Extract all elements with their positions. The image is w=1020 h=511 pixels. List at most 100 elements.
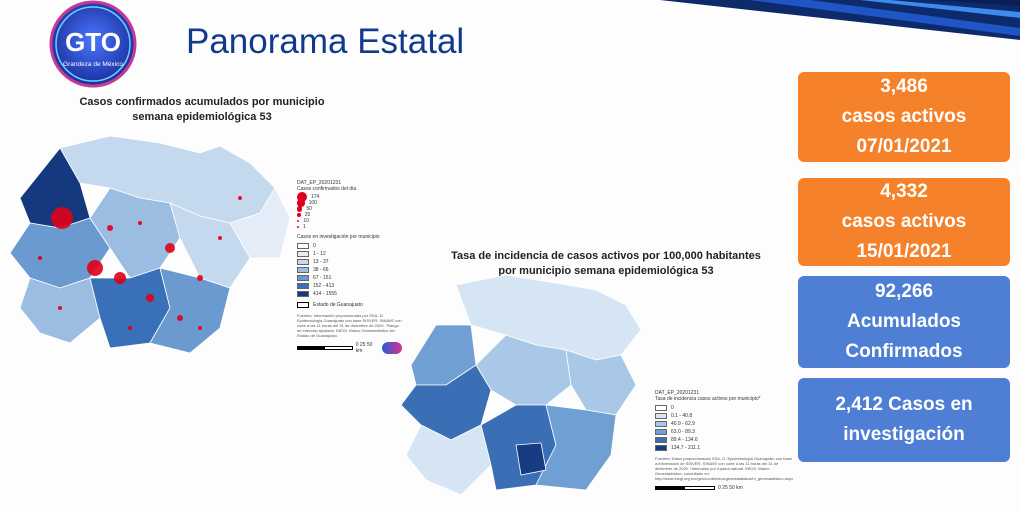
map1-legend-class-row: 152 - 413 xyxy=(297,282,402,290)
map1-legend-class-row: 414 - 1555 xyxy=(297,290,402,298)
stat-card-active-0701: 3,486 casos activos 07/01/2021 xyxy=(798,72,1010,162)
stat-card-label: investigación xyxy=(843,424,965,445)
region-center-east xyxy=(169,202,251,289)
map1-legend-circle xyxy=(297,206,303,212)
corner-stripes-decoration xyxy=(660,0,1020,40)
map1-legend-class-label: 67 - 151 xyxy=(313,275,332,281)
map2-legend-class-row: 40.9 - 62.9 xyxy=(655,420,795,428)
stat-card-value: 2,412 Casos en xyxy=(835,394,973,415)
map1-legend-circle-label: 50 xyxy=(306,206,312,212)
map1-legend-class-row: 1 - 12 xyxy=(297,250,402,258)
map2-legend-swatch xyxy=(655,445,667,451)
map1-legend-swatch xyxy=(297,283,309,289)
map2-legend-class-label: 134.7 - 211.1 xyxy=(671,445,701,451)
region-south-west xyxy=(19,277,101,344)
stat-card-investigation: 2,412 Casos en investigación xyxy=(798,378,1010,462)
stat-card-label: casos activos xyxy=(841,211,967,232)
page-title: Panorama Estatal xyxy=(186,22,465,61)
map1-title-line2: semana epidemiológica 53 xyxy=(132,111,272,123)
map1-legend-class-row: 0 xyxy=(297,242,402,250)
stat-card-value: 92,266 xyxy=(874,281,934,302)
map1-legend: DAT_EP_20201231 Casos confirmados del dí… xyxy=(297,180,402,354)
stat-card-value: 3,486 xyxy=(880,76,928,97)
map1-legend-circle-row: 25 xyxy=(297,212,402,218)
map2-legend-swatch xyxy=(655,405,667,411)
map1-legend-circle xyxy=(297,199,305,207)
map1-legend-circle xyxy=(297,226,299,228)
map1-sources: Fuentes: Información proporcionada por S… xyxy=(297,313,402,338)
map1-legend-circle-row: 174 xyxy=(297,192,402,202)
mini-logo xyxy=(381,342,402,354)
map2-legend-class-label: 0 xyxy=(671,405,674,411)
stat-card-value: 4,332 xyxy=(880,181,928,202)
map2-title-line1: Tasa de incidencia de casos activos por … xyxy=(451,250,761,262)
map1-legend-swatch xyxy=(297,243,309,249)
map2-legend-class-label: 40.9 - 62.9 xyxy=(671,421,695,427)
map2-legend-class-row: 0 xyxy=(655,404,795,412)
stat-card-date: 15/01/2021 xyxy=(856,241,952,262)
map2-legend-class-row: 0.1 - 40.8 xyxy=(655,412,795,420)
map2-legend-swatch xyxy=(655,421,667,427)
map1-legend-swatch xyxy=(297,275,309,281)
map1-legend-boundary: Estado de Guanajuato xyxy=(297,301,402,309)
stat-card-label-2: Confirmados xyxy=(845,341,963,362)
map1-legend-circle-label: 100 xyxy=(308,200,317,206)
map1-legend-swatch xyxy=(297,251,309,257)
map2-legend-class-row: 89.4 - 134.6 xyxy=(655,436,795,444)
map2-legend-swatch xyxy=(655,437,667,443)
map1-legend-swatch xyxy=(297,259,309,265)
map1-legend-class-row: 38 - 66 xyxy=(297,266,402,274)
map1-legend-circle-row: 100 xyxy=(297,199,402,207)
stat-card-accumulated: 92,266 Acumulados Confirmados xyxy=(798,276,1010,368)
map1-choropleth xyxy=(9,135,291,354)
map1-legend-class-label: 414 - 1555 xyxy=(313,291,337,297)
map1-legend-class-label: 13 - 37 xyxy=(313,259,329,265)
map2-choropleth xyxy=(400,275,642,496)
map1-scale-label: 0 25 50 km xyxy=(355,342,373,354)
map1-legend-classes: 0 1 - 12 13 - 37 38 - 66 67 - 151 152 - 413 41… xyxy=(297,242,402,298)
gto-logo: GTO Grandeza de México xyxy=(40,0,146,88)
map1-legend-circle-label: 174 xyxy=(311,194,320,200)
stat-card-active-1501: 4,332 casos activos 15/01/2021 xyxy=(798,178,1010,266)
map1-legend-class-label: 152 - 413 xyxy=(313,283,335,289)
map1-legend-boundary-label: Estado de Guanajuato xyxy=(313,302,363,308)
map1-scalebar: 0 25 50 km xyxy=(297,342,402,354)
map2-legend-dataset: DAT_EP_20201231 xyxy=(655,390,700,396)
map1-legend-circles: 174 100 50 25 10 1 xyxy=(297,192,402,230)
map1-legend-class-row: 13 - 37 xyxy=(297,258,402,266)
map1-legend-circles-title: Casos confirmados del día xyxy=(297,186,357,192)
map1-legend-circle-label: 1 xyxy=(303,224,306,230)
map2-sources: Fuentes: Datos proporcionados SSA- D. Ep… xyxy=(655,456,794,481)
map2-legend-class-label: 63.0 - 89.3 xyxy=(671,429,695,435)
region2-center-east xyxy=(565,349,637,416)
map2-title: Tasa de incidencia de casos activos por … xyxy=(396,249,816,279)
map2-legend-class-row: 134.7 - 211.1 xyxy=(655,444,795,452)
map1-legend-dataset: DAT_EP_20201231 xyxy=(297,180,342,186)
stat-card-date: 07/01/2021 xyxy=(856,136,952,157)
region2-hotspot xyxy=(515,442,547,476)
map2-legend-class-label: 0.1 - 40.8 xyxy=(671,413,693,419)
map1-title-line1: Casos confirmados acumulados por municip… xyxy=(79,96,325,108)
map1-legend-circle xyxy=(297,192,307,202)
stat-card-label: casos activos xyxy=(841,106,967,127)
map2-legend-swatch xyxy=(655,413,667,419)
map1-legend-circle-row: 50 xyxy=(297,206,402,212)
region-south-east xyxy=(149,267,231,354)
map1-legend-class-label: 0 xyxy=(313,243,316,249)
map1-legend-class-label: 38 - 66 xyxy=(313,267,329,273)
map1-title: Casos confirmados acumulados por municip… xyxy=(52,95,352,125)
map1-legend-fill-title: Casos en investigación por municipio xyxy=(297,234,380,240)
map2-legend-classes: 0 0.1 - 40.8 40.9 - 62.9 63.0 - 89.3 89.4 - … xyxy=(655,404,795,452)
map2-title-line2: por municipio semana epidemiológica 53 xyxy=(498,265,714,277)
map1-legend-class-label: 1 - 12 xyxy=(313,251,326,257)
logo-mark-text: GTO xyxy=(65,27,121,57)
region-east xyxy=(229,187,291,259)
map1-legend-class-row: 67 - 151 xyxy=(297,274,402,282)
map1-legend-circle xyxy=(297,219,300,223)
region2-south-east xyxy=(535,404,617,491)
map2-legend-fill-title: Tasa de incidencia casos activos por mun… xyxy=(655,396,761,402)
logo-tagline-text: Grandeza de México xyxy=(63,61,123,68)
map1-legend-circle-row: 10 xyxy=(297,218,402,224)
stat-card-label: Acumulados xyxy=(846,311,962,332)
